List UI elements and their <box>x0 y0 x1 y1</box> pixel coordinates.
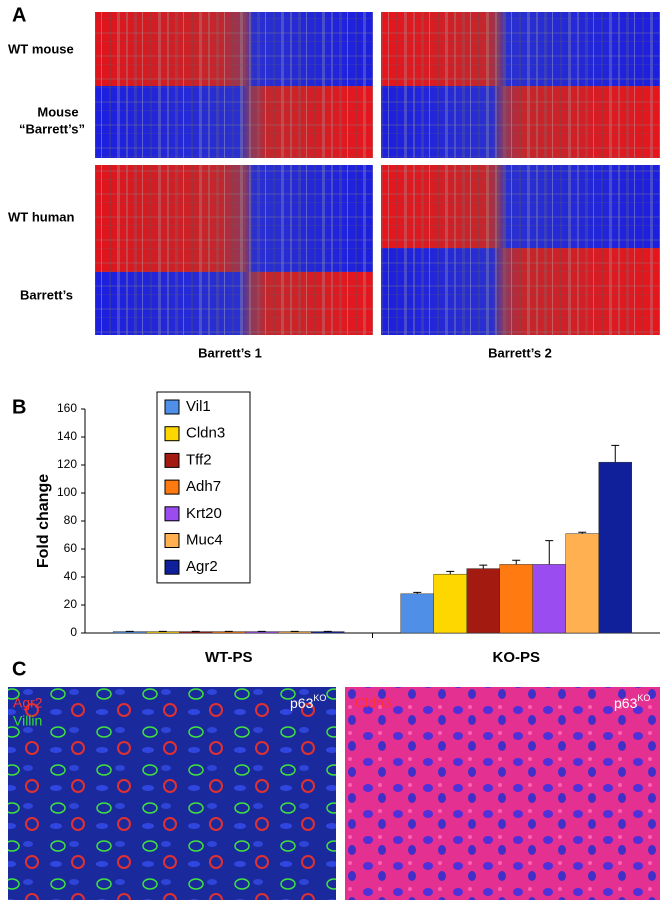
row-label: “Barrett’s” <box>19 121 85 136</box>
legend-swatch <box>164 479 180 495</box>
y-axis-label: Fold change <box>35 474 52 568</box>
row-label: WT mouse <box>8 41 74 56</box>
error-bar <box>545 540 554 565</box>
legend-label: Cldn3 <box>186 425 225 442</box>
legend-label: Adh7 <box>186 478 221 495</box>
y-tick-label: 40 <box>64 569 78 583</box>
row-label: Barrett’s <box>20 287 73 302</box>
heatmap <box>95 12 660 335</box>
legend-label: Vil1 <box>186 398 211 415</box>
column-label: Barrett’s 1 <box>198 345 262 360</box>
legend-label: Muc4 <box>186 531 223 548</box>
x-tick-label: KO-PS <box>492 649 540 666</box>
legend-swatch <box>164 533 180 548</box>
legend-swatch <box>164 506 180 522</box>
stain-label: Cldn3 <box>355 695 392 711</box>
stain-label: Villin <box>13 713 42 729</box>
panel-label: B <box>12 396 26 418</box>
bar <box>433 573 467 634</box>
legend-label: Agr2 <box>186 558 218 575</box>
y-tick-label: 160 <box>57 401 77 415</box>
legend-swatch <box>164 559 180 575</box>
bar-chart: Fold change 0 20 40 60 80 100 120 140 160 WT-PS KO… <box>35 391 660 666</box>
legend-label: Krt20 <box>186 505 222 522</box>
stain-label: Agr2 <box>13 695 43 711</box>
error-bar <box>479 564 488 569</box>
legend-swatch <box>164 399 180 415</box>
column-label: Barrett’s 2 <box>488 345 552 360</box>
row-label: Mouse <box>37 104 78 119</box>
bar <box>466 568 500 634</box>
y-tick-label: 80 <box>64 513 78 527</box>
y-tick-label: 120 <box>57 457 77 471</box>
micrograph <box>345 687 660 900</box>
legend-swatch <box>164 452 180 468</box>
x-tick-label: WT-PS <box>205 649 253 666</box>
error-bar <box>578 531 587 534</box>
bar <box>400 593 434 634</box>
error-bar <box>446 570 455 575</box>
y-tick-label: 0 <box>70 625 77 639</box>
bar <box>598 461 632 634</box>
error-bar <box>611 444 620 463</box>
row-label: WT human <box>8 209 74 224</box>
bar <box>499 564 533 634</box>
genotype-label: p63KO <box>290 693 326 710</box>
panel-label: C <box>12 658 26 680</box>
micrograph <box>8 687 336 900</box>
y-tick-label: 20 <box>64 597 78 611</box>
error-bar <box>512 559 521 565</box>
y-tick-label: 100 <box>57 485 77 499</box>
error-bar <box>413 591 422 594</box>
panel-label: A <box>12 4 26 26</box>
genotype-label: p63KO <box>614 693 650 710</box>
y-tick-label: 140 <box>57 429 77 443</box>
bar <box>565 533 599 634</box>
y-tick-label: 60 <box>64 541 78 555</box>
bar <box>532 564 566 634</box>
legend-label: Tff2 <box>186 451 212 468</box>
legend-swatch <box>164 426 180 442</box>
